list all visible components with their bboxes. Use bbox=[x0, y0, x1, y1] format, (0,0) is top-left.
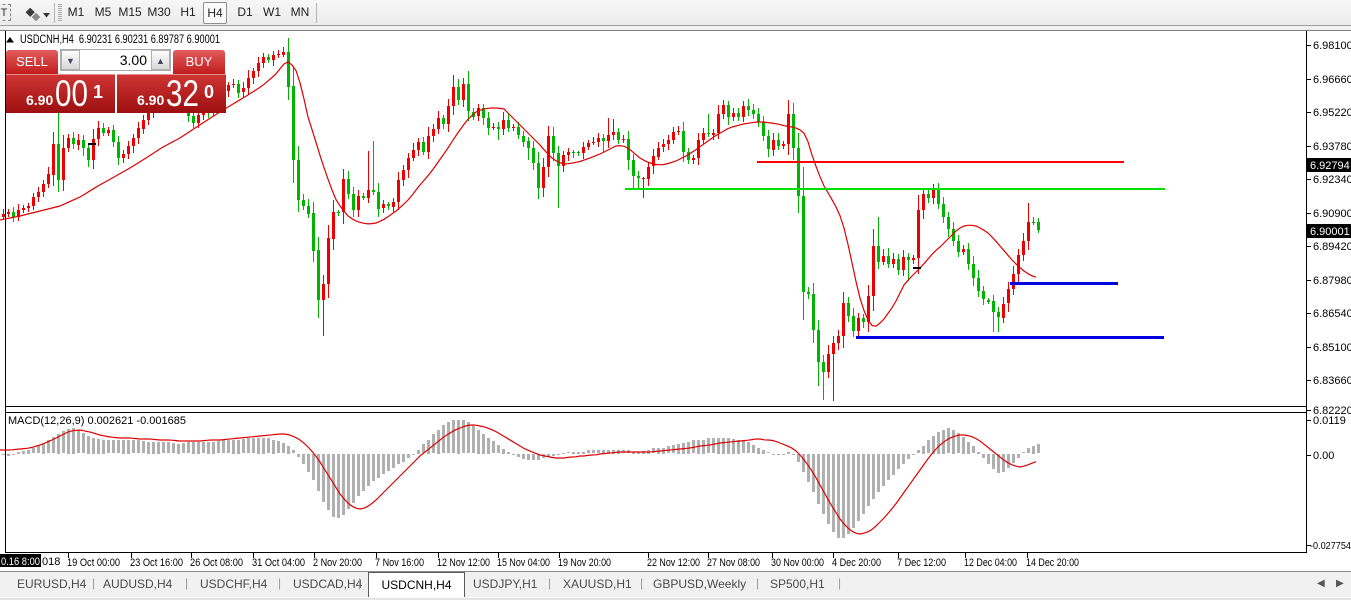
svg-text:27 Nov 08:00: 27 Nov 08:00 bbox=[707, 557, 760, 569]
svg-text:6.98100: 6.98100 bbox=[1313, 40, 1351, 52]
svg-text:30 Nov 00:00: 30 Nov 00:00 bbox=[771, 557, 824, 569]
svg-text:USDCNH,H4 6.90231 6.90231 6.8: USDCNH,H4 6.90231 6.90231 6.89787 6.9000… bbox=[20, 34, 220, 46]
svg-text:14 Dec 20:00: 14 Dec 20:00 bbox=[1026, 557, 1079, 569]
svg-text:31 Oct 04:00: 31 Oct 04:00 bbox=[252, 557, 305, 569]
svg-text:6.92794: 6.92794 bbox=[1310, 160, 1350, 172]
svg-text:6.96660: 6.96660 bbox=[1313, 74, 1351, 86]
svg-text:0.16 8:00: 0.16 8:00 bbox=[1, 556, 40, 568]
svg-text:-0.027754: -0.027754 bbox=[1310, 540, 1351, 552]
svg-text:6.85100: 6.85100 bbox=[1313, 342, 1351, 354]
svg-text:0.0119: 0.0119 bbox=[1313, 415, 1346, 427]
svg-text:26 Oct 08:00: 26 Oct 08:00 bbox=[190, 557, 243, 569]
svg-text:19 Oct 00:00: 19 Oct 00:00 bbox=[67, 557, 120, 569]
svg-text:018: 018 bbox=[42, 556, 60, 568]
svg-text:12 Dec 04:00: 12 Dec 04:00 bbox=[964, 557, 1017, 569]
svg-text:19 Nov 20:00: 19 Nov 20:00 bbox=[558, 557, 611, 569]
svg-text:6.90001: 6.90001 bbox=[1310, 226, 1350, 238]
svg-text:6.89420: 6.89420 bbox=[1313, 241, 1351, 253]
svg-text:0.00: 0.00 bbox=[1313, 450, 1334, 462]
svg-text:22 Nov 12:00: 22 Nov 12:00 bbox=[647, 557, 700, 569]
svg-text:23 Oct 16:00: 23 Oct 16:00 bbox=[130, 557, 183, 569]
svg-text:15 Nov 04:00: 15 Nov 04:00 bbox=[497, 557, 550, 569]
svg-text:6.83660: 6.83660 bbox=[1313, 375, 1351, 387]
svg-text:MACD(12,26,9) 0.002621 -0.0016: MACD(12,26,9) 0.002621 -0.001685 bbox=[8, 415, 186, 427]
svg-text:7 Dec 12:00: 7 Dec 12:00 bbox=[897, 557, 946, 569]
svg-text:6.92340: 6.92340 bbox=[1313, 174, 1351, 186]
svg-text:6.90900: 6.90900 bbox=[1313, 208, 1351, 220]
svg-text:12 Nov 12:00: 12 Nov 12:00 bbox=[437, 557, 490, 569]
svg-text:7 Nov 16:00: 7 Nov 16:00 bbox=[375, 557, 424, 569]
svg-text:6.93780: 6.93780 bbox=[1313, 141, 1351, 153]
svg-text:6.95220: 6.95220 bbox=[1313, 107, 1351, 119]
svg-text:6.82220: 6.82220 bbox=[1313, 405, 1351, 417]
svg-text:2 Nov 20:00: 2 Nov 20:00 bbox=[313, 557, 362, 569]
svg-text:6.87980: 6.87980 bbox=[1313, 275, 1351, 287]
svg-text:4 Dec 20:00: 4 Dec 20:00 bbox=[832, 557, 881, 569]
svg-text:6.86540: 6.86540 bbox=[1313, 308, 1351, 320]
